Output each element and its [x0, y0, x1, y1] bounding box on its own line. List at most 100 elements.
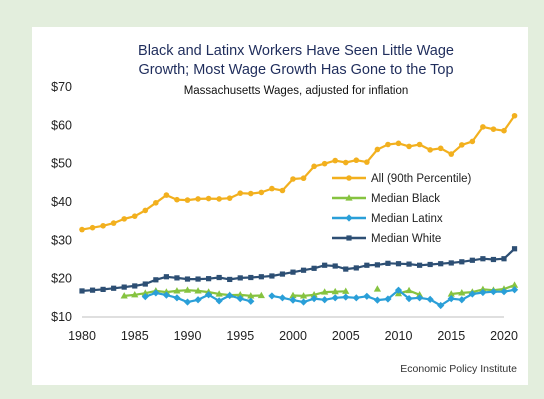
data-point — [216, 196, 222, 202]
data-point — [489, 288, 498, 296]
data-point — [342, 287, 350, 294]
data-point — [269, 273, 275, 279]
data-point — [322, 262, 328, 268]
data-point — [374, 146, 381, 153]
data-point — [500, 288, 508, 296]
series-median-latinx — [141, 286, 519, 310]
y-tick-label: $70 — [51, 80, 72, 94]
data-point — [278, 294, 287, 302]
data-point — [406, 261, 412, 267]
series-median-black — [120, 281, 519, 299]
data-point — [195, 196, 201, 202]
data-point — [311, 265, 317, 271]
data-point — [258, 274, 264, 280]
data-point — [394, 286, 403, 294]
line-chart: Black and Latinx Workers Have Seen Littl… — [51, 43, 519, 375]
data-point — [268, 292, 276, 300]
data-point — [142, 207, 149, 214]
data-point — [163, 274, 169, 280]
data-point — [332, 263, 338, 269]
legend-label: Median Latinx — [371, 213, 443, 225]
data-point — [480, 256, 486, 262]
data-point — [458, 289, 466, 296]
data-point — [321, 288, 329, 295]
data-point — [458, 296, 466, 304]
data-point — [448, 151, 455, 157]
data-point — [258, 189, 265, 196]
series-median-white — [79, 246, 518, 294]
chart-subtitle: Massachusetts Wages, adjusted for inflat… — [184, 85, 409, 97]
data-point — [300, 267, 307, 273]
data-point — [100, 286, 106, 292]
data-point — [141, 293, 149, 301]
data-point — [300, 175, 307, 182]
data-point — [205, 291, 213, 299]
data-point — [227, 276, 233, 283]
data-point — [437, 301, 445, 310]
data-point — [331, 287, 339, 295]
data-point — [490, 256, 497, 263]
legend-swatch-marker — [345, 214, 353, 222]
data-point — [501, 127, 507, 134]
chart-title-line-1: Black and Latinx Workers Have Seen Littl… — [138, 43, 454, 59]
data-point — [79, 288, 85, 294]
data-point — [153, 277, 159, 283]
data-point — [353, 265, 359, 271]
chart-title-line-2: Growth; Most Wage Growth Has Gone to the… — [138, 62, 453, 78]
x-tick-label: 1985 — [121, 329, 149, 343]
data-point — [237, 190, 244, 196]
data-point — [248, 190, 254, 197]
data-point — [373, 285, 381, 292]
data-point — [120, 292, 128, 299]
data-point — [269, 185, 275, 192]
data-point — [173, 294, 181, 302]
x-tick-label: 2005 — [332, 329, 360, 343]
data-point — [448, 260, 454, 266]
data-point — [479, 288, 487, 297]
data-point — [132, 283, 138, 289]
data-point — [206, 276, 212, 282]
data-point — [332, 157, 339, 164]
data-point — [174, 275, 180, 281]
legend-item: Median Black — [332, 193, 440, 205]
data-point — [141, 289, 149, 296]
data-point — [299, 292, 308, 299]
data-point — [490, 126, 497, 132]
chart-card: Black and Latinx Workers Have Seen Littl… — [32, 27, 528, 385]
data-point — [406, 143, 412, 150]
data-point — [173, 287, 181, 294]
data-point — [480, 124, 486, 130]
data-point — [226, 195, 233, 201]
data-point — [427, 147, 433, 153]
y-tick-label: $20 — [51, 272, 72, 286]
data-point — [162, 291, 170, 299]
legend-swatch-marker — [346, 175, 352, 181]
data-point — [510, 281, 519, 288]
data-point — [89, 287, 96, 293]
data-point — [416, 294, 424, 302]
data-point — [468, 290, 476, 298]
data-point — [162, 288, 170, 295]
data-point — [215, 290, 223, 297]
data-point — [427, 261, 433, 268]
series-layer — [79, 112, 519, 310]
x-axis-ticks: 1980 1985 1990 1995 2000 2005 2010 2015 2020 — [68, 329, 518, 343]
source-note: Economic Policy Institute — [400, 363, 517, 375]
data-point — [248, 274, 254, 281]
data-point — [184, 276, 191, 282]
data-point — [511, 246, 518, 252]
data-point — [142, 281, 148, 287]
data-point — [310, 290, 318, 298]
y-axis-ticks: $10 $20 $30 $40 $50 $60 $70 — [51, 80, 72, 324]
x-tick-label: 2010 — [385, 329, 413, 343]
data-point — [110, 220, 117, 226]
legend-item: All (90th Percentile) — [332, 173, 472, 185]
data-point — [311, 163, 317, 170]
data-point — [469, 138, 476, 145]
legend-label: Median Black — [371, 193, 440, 205]
data-point — [447, 295, 455, 303]
data-point — [183, 298, 192, 306]
data-point — [111, 285, 117, 291]
series-line — [271, 288, 515, 307]
data-point — [310, 295, 318, 303]
